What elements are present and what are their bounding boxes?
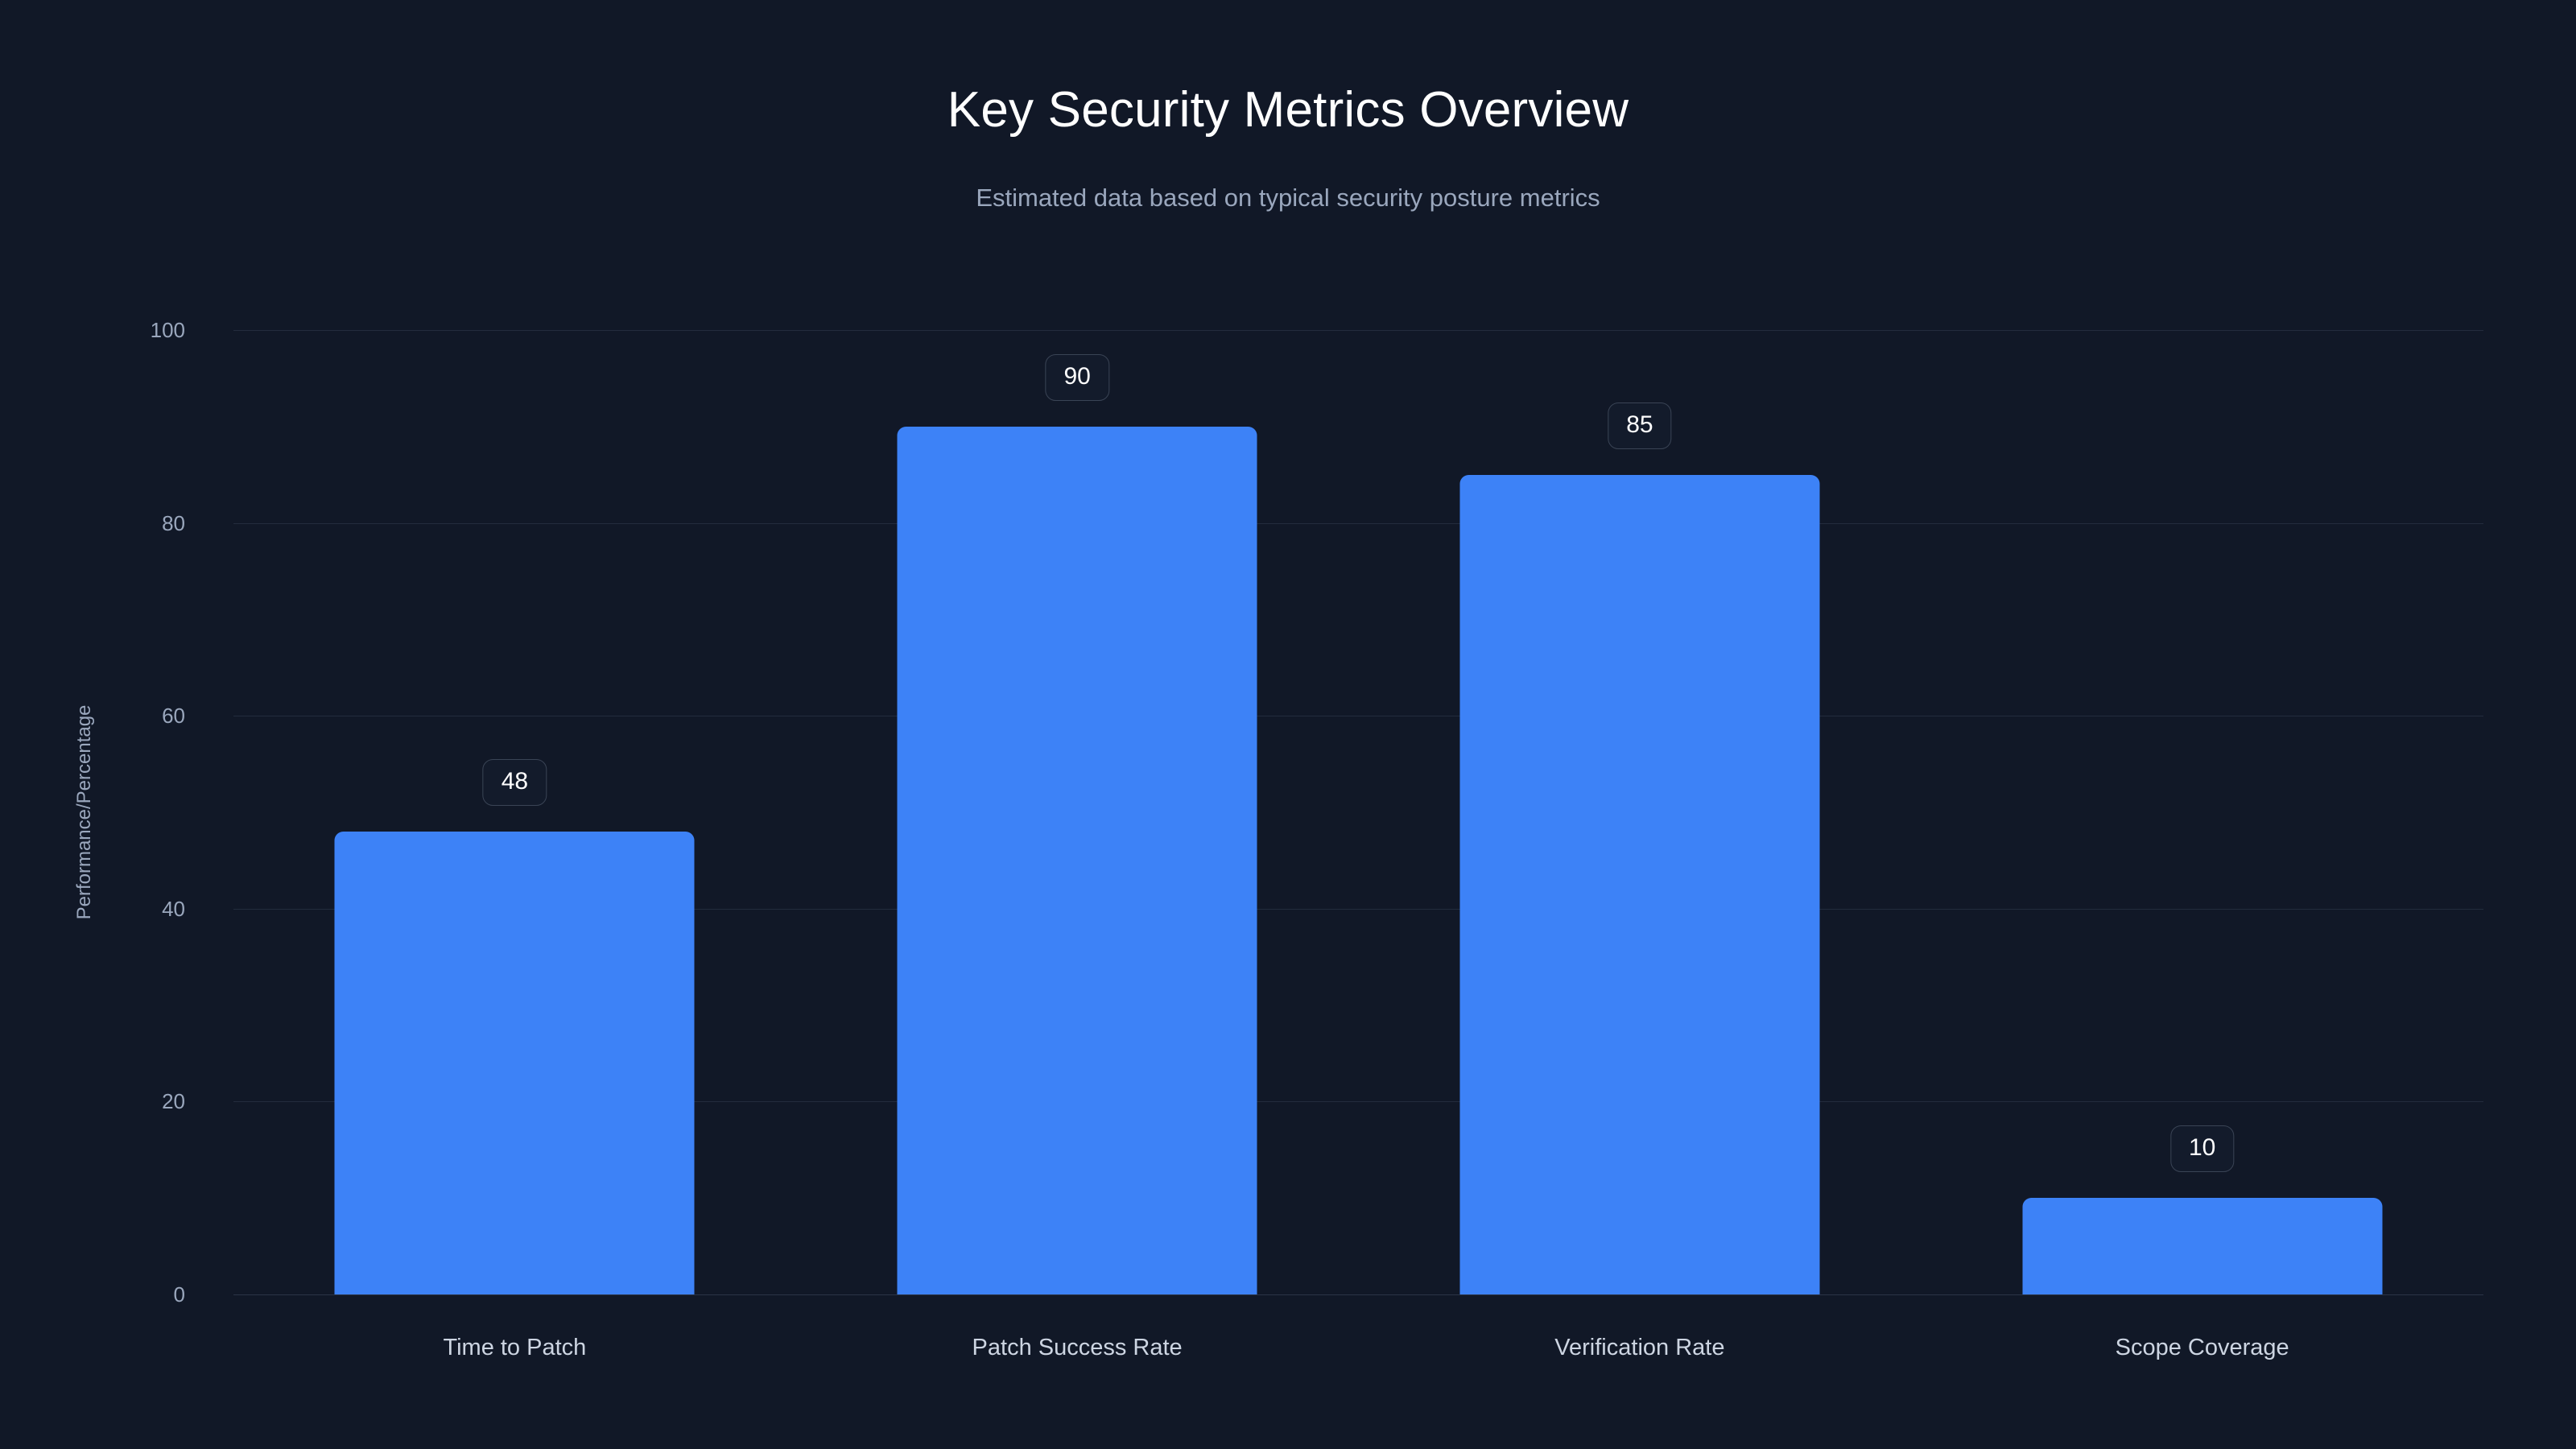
bar[interactable] xyxy=(897,426,1257,1294)
bar-group: 85 xyxy=(1359,330,1922,1294)
bar[interactable] xyxy=(2022,1198,2383,1294)
bar-group: 48 xyxy=(233,330,796,1294)
gridline xyxy=(233,330,2483,331)
bar[interactable] xyxy=(334,831,695,1294)
bar-value-label: 85 xyxy=(1608,402,1672,449)
bar-value-label: 48 xyxy=(482,758,547,806)
chart-header: Key Security Metrics Overview Estimated … xyxy=(0,0,2576,212)
bar-group: 10 xyxy=(1921,330,2483,1294)
gridline xyxy=(233,1101,2483,1103)
y-axis-tick-label: 0 xyxy=(173,1282,185,1307)
y-axis-tick-label: 40 xyxy=(162,896,185,921)
y-axis-tick-label: 80 xyxy=(162,510,185,535)
bars-layer: 48 90 85 10 xyxy=(233,330,2483,1294)
bar-value-label: 90 xyxy=(1045,353,1109,401)
y-axis-title: Performance/Percentage xyxy=(73,704,95,920)
x-axis-tick-label: Patch Success Rate xyxy=(972,1335,1183,1360)
gridline xyxy=(233,1294,2483,1295)
y-axis-tick-label: 60 xyxy=(162,704,185,729)
y-axis-tick-label: 100 xyxy=(150,318,185,342)
x-axis-tick-label: Verification Rate xyxy=(1554,1335,1725,1360)
y-axis-tick-label: 20 xyxy=(162,1089,185,1114)
chart-subtitle: Estimated data based on typical security… xyxy=(976,184,1600,212)
bar[interactable] xyxy=(1459,474,1820,1294)
x-axis-tick-label: Time to Patch xyxy=(443,1335,587,1360)
bar-group: 90 xyxy=(796,330,1359,1294)
plot-area xyxy=(233,330,2483,1295)
gridline xyxy=(233,522,2483,524)
gridline xyxy=(233,908,2483,910)
x-axis-tick-labels: Time to Patch Patch Success Rate Verificat… xyxy=(233,1336,2483,1360)
page-title: Key Security Metrics Overview xyxy=(947,82,1629,138)
x-axis-tick-label: Scope Coverage xyxy=(2115,1335,2289,1360)
bar-value-label: 10 xyxy=(2169,1125,2235,1173)
